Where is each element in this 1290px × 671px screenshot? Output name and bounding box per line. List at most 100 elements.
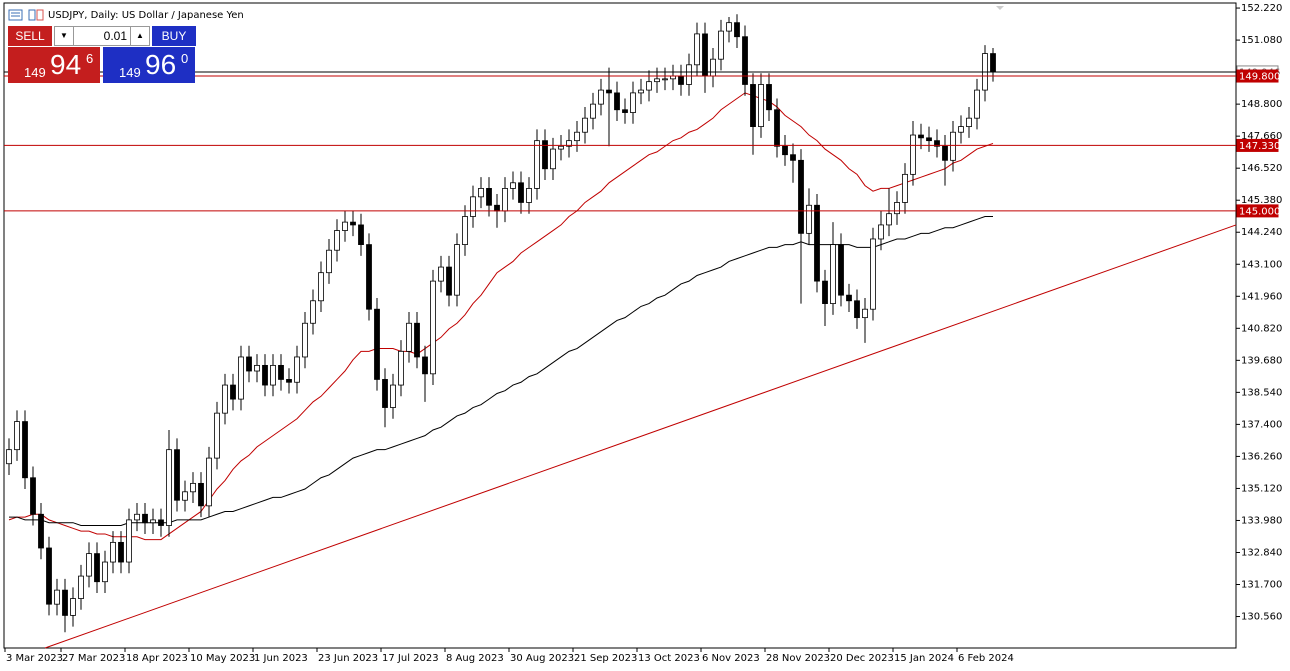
candle-body — [662, 78, 668, 81]
ask-small: 0 — [181, 51, 189, 66]
candle-body — [190, 482, 196, 493]
chart-title: USDJPY, Daily: US Dollar / Japanese Yen — [48, 10, 244, 21]
candle-body — [806, 204, 812, 234]
candle-body — [254, 364, 260, 372]
candle-body — [630, 92, 636, 113]
candle-body — [534, 140, 540, 189]
candle-body — [262, 364, 268, 386]
y-tick-label: 139.680 — [1241, 355, 1282, 366]
candle-body — [694, 33, 700, 66]
moving-average — [8, 92, 994, 541]
candle-body — [54, 589, 60, 605]
candle-body — [886, 213, 892, 226]
bid-small: 6 — [86, 51, 94, 66]
y-tick-label: 152.220 — [1241, 3, 1282, 14]
candle-body — [606, 89, 612, 94]
title-icons — [8, 9, 44, 21]
candle-body — [310, 300, 316, 324]
candle-body — [646, 81, 652, 91]
candle-body — [918, 134, 924, 139]
candle-body — [934, 140, 940, 147]
candle-body — [790, 154, 796, 161]
price-label: 149.800 — [1239, 72, 1280, 83]
candle-body — [246, 356, 252, 372]
candle-body — [350, 221, 356, 226]
candle-body — [574, 131, 580, 142]
candle-body — [870, 238, 876, 310]
candle-body — [446, 266, 452, 296]
candle-body — [782, 145, 788, 156]
candle-body — [86, 553, 92, 577]
ask-quote[interactable]: 149 96 0 — [103, 47, 195, 83]
price-label-box — [1236, 204, 1279, 218]
candle-body — [214, 412, 220, 459]
y-tick-label: 141.960 — [1241, 291, 1282, 302]
bid-main: 94 — [50, 49, 82, 80]
candle-body — [318, 272, 324, 302]
buy-button[interactable]: BUY — [152, 26, 196, 46]
y-tick-label: 144.240 — [1241, 227, 1282, 238]
candle-body — [6, 449, 12, 465]
sell-button[interactable]: SELL — [8, 26, 52, 46]
y-tick-label: 130.560 — [1241, 612, 1282, 623]
candle-body — [198, 482, 204, 507]
candle-body — [486, 188, 492, 206]
candle-body — [14, 421, 20, 451]
y-tick-label: 138.540 — [1241, 387, 1282, 398]
candle-body — [566, 140, 572, 147]
x-tick-label: 13 Oct 2023 — [638, 653, 700, 664]
y-tick-label: 151.080 — [1241, 35, 1282, 46]
ask-main: 96 — [145, 49, 177, 80]
candle-body — [582, 117, 588, 133]
candle-body — [126, 519, 132, 563]
y-tick-label: 132.840 — [1241, 547, 1282, 558]
x-tick-label: 1 Jun 2023 — [254, 653, 308, 664]
bid-quote[interactable]: 149 94 6 — [8, 47, 100, 83]
y-tick-label: 135.120 — [1241, 483, 1282, 494]
x-tick-label: 20 Dec 2023 — [830, 653, 894, 664]
candle-body — [478, 188, 484, 198]
y-tick-label: 133.980 — [1241, 515, 1282, 526]
price-label-box — [1236, 138, 1279, 152]
candle-body — [438, 266, 444, 282]
candle-body — [142, 513, 148, 524]
candle-body — [382, 379, 388, 408]
bid-big: 149 — [24, 65, 46, 80]
y-tick-label: 148.800 — [1241, 99, 1282, 110]
candle-body — [278, 364, 284, 380]
candle-body — [70, 598, 76, 616]
moving-average — [9, 216, 993, 527]
candle-body — [854, 300, 860, 319]
candle-body — [622, 109, 628, 113]
candle-body — [118, 541, 124, 563]
x-tick-label: 3 Mar 2023 — [6, 653, 63, 664]
candle-body — [718, 30, 724, 60]
candle-body — [462, 216, 468, 245]
x-tick-label: 6 Feb 2024 — [958, 653, 1014, 664]
candle-body — [206, 457, 212, 507]
lot-value[interactable]: 0.01 — [103, 29, 127, 43]
x-tick-label: 8 Aug 2023 — [446, 653, 504, 664]
candle-body — [702, 33, 708, 77]
candle-body — [422, 356, 428, 375]
candle-body — [502, 188, 508, 212]
candle-body — [710, 58, 716, 77]
lot-up[interactable]: ▲ — [130, 27, 149, 45]
lot-box: ▼ 0.01 ▲ — [54, 26, 150, 46]
candle-body — [878, 224, 884, 240]
candle-body — [150, 519, 156, 524]
candle-body — [734, 22, 740, 38]
candle-body — [926, 137, 932, 142]
price-label-box — [1236, 69, 1279, 83]
candle-body — [910, 134, 916, 175]
lot-down[interactable]: ▼ — [55, 27, 74, 45]
candle-body — [598, 89, 604, 105]
candle-body — [46, 547, 52, 605]
candle-body — [78, 575, 84, 599]
y-tick-label: 147.660 — [1241, 131, 1282, 142]
candle-body — [614, 92, 620, 111]
trend-line — [44, 224, 1237, 649]
candle-body — [798, 159, 804, 234]
candle-body — [270, 364, 276, 386]
